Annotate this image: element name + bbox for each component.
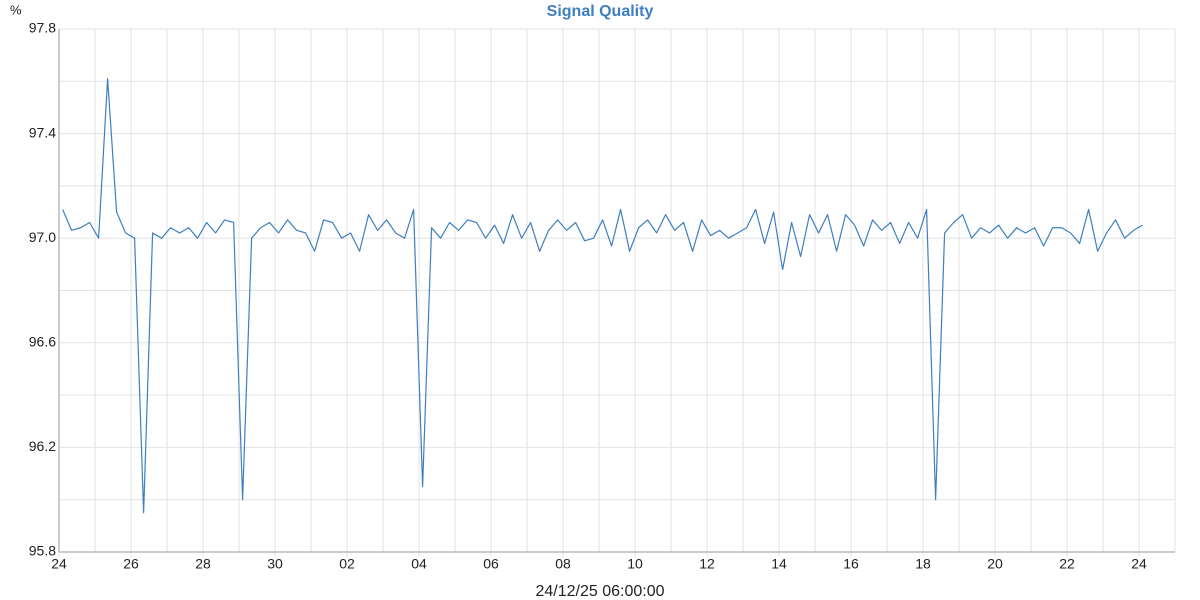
- x-tick-label: 24: [51, 556, 67, 572]
- y-unit: %: [10, 2, 22, 17]
- y-tick-label: 96.2: [29, 438, 56, 454]
- x-tick-label: 16: [843, 556, 859, 572]
- x-axis-label: 24/12/25 06:00:00: [535, 583, 664, 600]
- x-tick-label: 06: [483, 556, 499, 572]
- x-tick-label: 28: [195, 556, 211, 572]
- y-tick-label: 95.8: [29, 543, 56, 559]
- x-tick-label: 02: [339, 556, 355, 572]
- x-tick-label: 30: [267, 556, 283, 572]
- x-tick-label: 24: [1131, 556, 1147, 572]
- x-tick-label: 08: [555, 556, 571, 572]
- y-tick-label: 96.6: [29, 334, 56, 350]
- y-tick-label: 97.8: [29, 20, 56, 36]
- x-tick-label: 20: [987, 556, 1003, 572]
- x-tick-label: 18: [915, 556, 931, 572]
- data-line: [62, 78, 1143, 514]
- y-tick-label: 97.4: [29, 124, 56, 140]
- x-tick-label: 26: [123, 556, 139, 572]
- chart-title: Signal Quality: [547, 3, 654, 20]
- x-tick-label: 10: [627, 556, 643, 572]
- x-tick-label: 04: [411, 556, 427, 572]
- x-tick-label: 14: [771, 556, 787, 572]
- x-tick-label: 12: [699, 556, 715, 572]
- x-tick-label: 22: [1059, 556, 1075, 572]
- y-tick-label: 97.0: [29, 229, 56, 245]
